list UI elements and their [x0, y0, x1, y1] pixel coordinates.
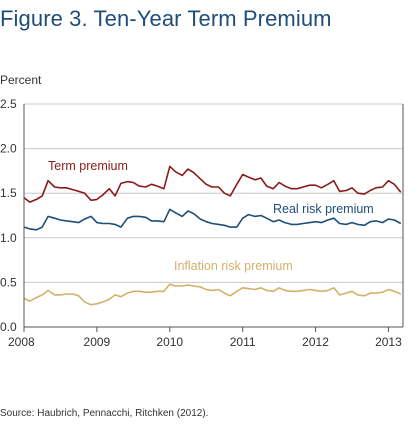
source-note: Source: Haubrich, Pennacchi, Ritchken (2…: [0, 408, 209, 419]
x-tick-label: 2013: [375, 335, 402, 349]
real-risk-premium-line: [23, 208, 402, 231]
term-premium-line: [23, 165, 402, 203]
inflation-risk-premium-line: [23, 283, 402, 306]
inflation-risk-premium-label: Inflation risk premium: [174, 259, 293, 273]
series-lines: [23, 165, 402, 306]
series-labels: Term premium Real risk premium Inflation r…: [48, 159, 374, 273]
x-tick-label: 2011: [230, 335, 256, 349]
x-tick-label: 2012: [302, 335, 329, 349]
y-tick-label: 2.5: [0, 97, 17, 111]
real-risk-premium-label: Real risk premium: [273, 202, 374, 216]
figure-title: Figure 3. Ten-Year Term Premium: [0, 6, 332, 31]
y-tick-label: 0.0: [0, 320, 17, 334]
x-tick-labels: 2008 2009 2010 2011 2012 2013: [8, 335, 402, 349]
term-premium-label: Term premium: [48, 159, 128, 173]
y-tick-label: 2.0: [0, 142, 17, 156]
y-axis-label: Percent: [0, 73, 42, 87]
x-tick-label: 2010: [156, 335, 183, 349]
x-tick-label: 2008: [8, 335, 35, 349]
y-tick-label: 0.5: [0, 275, 17, 289]
gridlines: [24, 103, 403, 283]
y-tick-labels: 0.0 0.5 1.0 1.5 2.0 2.5: [0, 97, 17, 334]
y-tick-label: 1.5: [0, 186, 17, 200]
y-tick-label: 1.0: [0, 231, 17, 245]
axes: [23, 104, 404, 332]
x-tick-label: 2009: [84, 335, 111, 349]
